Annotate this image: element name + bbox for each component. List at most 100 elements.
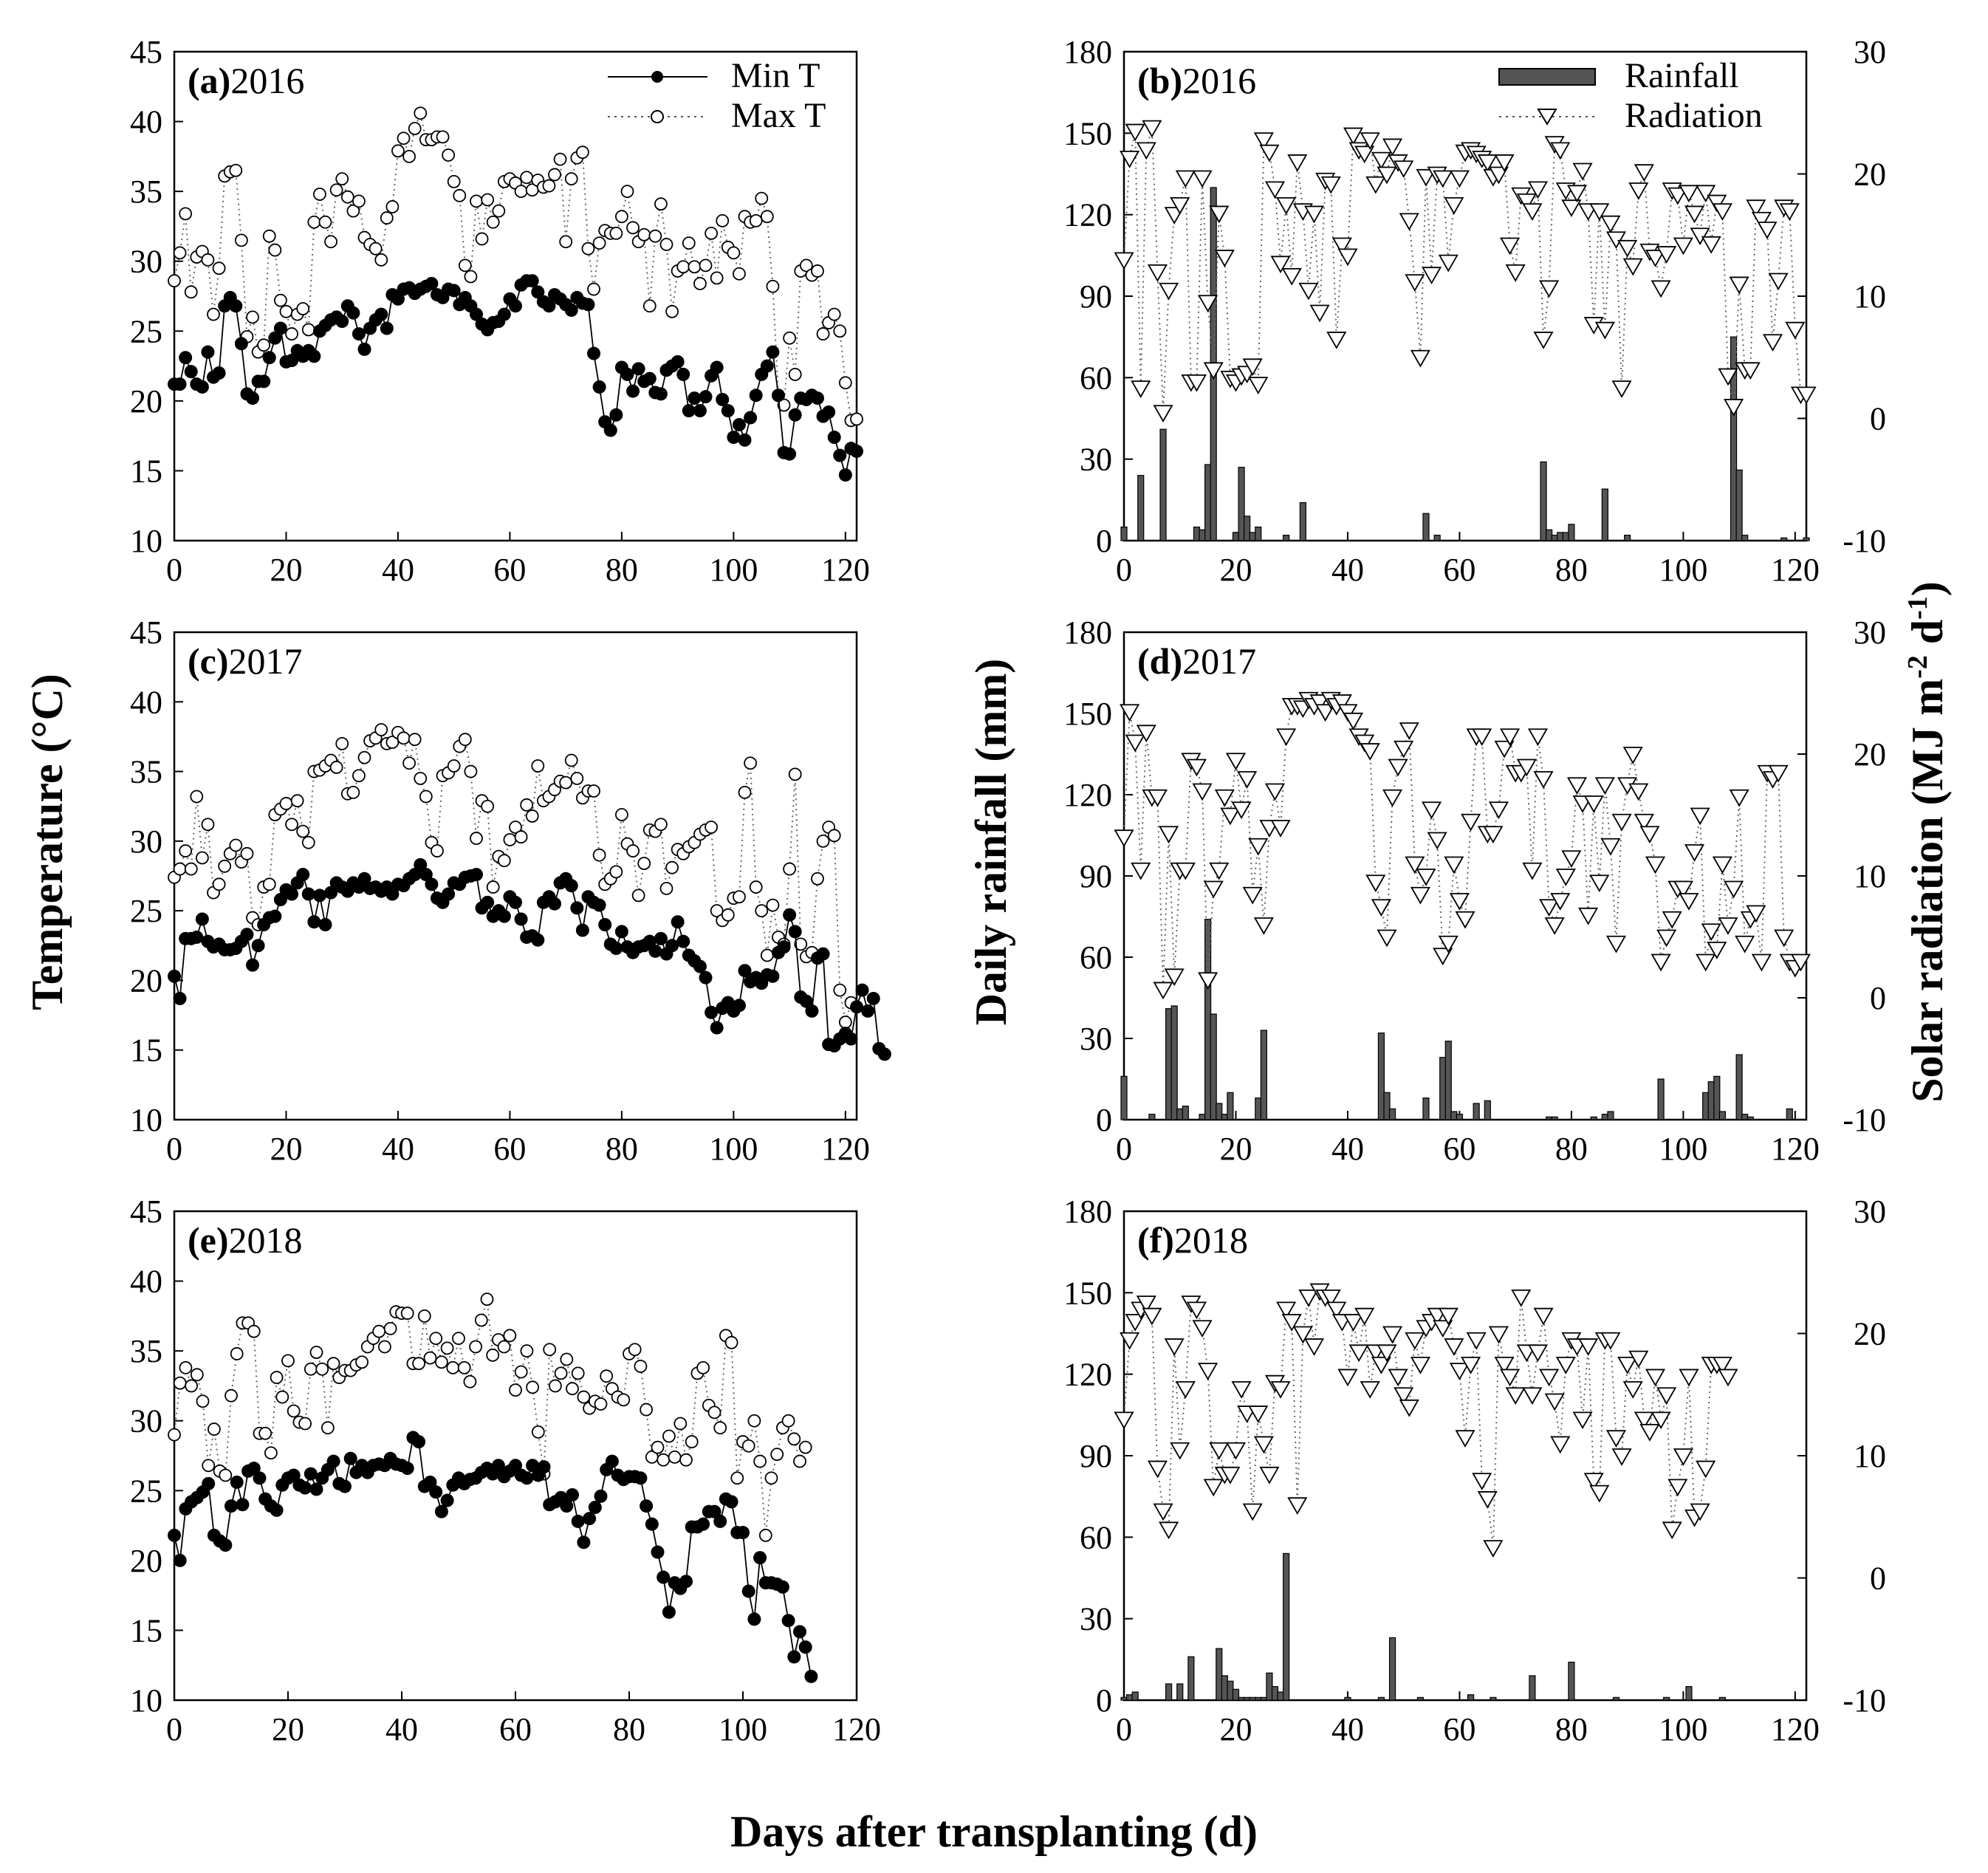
x-tick-label: 100 bbox=[1659, 1131, 1707, 1167]
rainfall-bar bbox=[1260, 1030, 1267, 1120]
max-t-point bbox=[385, 736, 400, 749]
radiation-point bbox=[1494, 154, 1515, 172]
min-t-point bbox=[707, 1504, 721, 1518]
min-t-point bbox=[657, 1570, 671, 1584]
max-t-point bbox=[296, 302, 310, 315]
radiation-point bbox=[1488, 801, 1509, 820]
max-t-point bbox=[207, 1422, 221, 1436]
rainfall-bar bbox=[1713, 1075, 1721, 1120]
radiation-point bbox=[1611, 813, 1632, 832]
y-tick-label: 10 bbox=[130, 523, 162, 559]
radiation-point bbox=[1360, 743, 1380, 761]
min-t-point bbox=[374, 307, 388, 321]
radiation-point bbox=[1198, 295, 1218, 313]
y-axis-title-radiation-part: ) bbox=[1903, 581, 1952, 596]
x-tick-label: 20 bbox=[1219, 1711, 1252, 1747]
min-t-point bbox=[447, 284, 461, 298]
max-t-point bbox=[436, 130, 450, 144]
max-t-point bbox=[190, 1368, 204, 1382]
radiation-point bbox=[1433, 1320, 1453, 1338]
max-t-point bbox=[307, 215, 321, 229]
x-tick-label: 60 bbox=[1443, 552, 1475, 588]
radiation-point bbox=[1209, 205, 1230, 224]
radiation-point bbox=[1735, 935, 1755, 953]
rainfall-bar bbox=[1624, 535, 1631, 541]
radiation-point bbox=[1444, 196, 1464, 215]
min-t-point bbox=[542, 299, 556, 313]
radiation-point bbox=[1555, 869, 1576, 886]
radiation-point bbox=[1723, 880, 1744, 899]
panel-year: 2017 bbox=[1182, 640, 1256, 682]
y-tick-label: 180 bbox=[1063, 34, 1112, 70]
rainfall-bar bbox=[1204, 464, 1212, 541]
rainfall-bar bbox=[1707, 1081, 1715, 1120]
radiation-point bbox=[1774, 929, 1795, 948]
radiation-point bbox=[1611, 380, 1632, 398]
radiation-point bbox=[1198, 1363, 1218, 1380]
max-t-point bbox=[657, 1453, 671, 1467]
radiation-point bbox=[1309, 694, 1330, 712]
max-t-point bbox=[553, 152, 567, 166]
min-t-point bbox=[877, 1047, 891, 1061]
max-t-point bbox=[760, 948, 774, 962]
radiation-point bbox=[1159, 1521, 1179, 1540]
max-t-point bbox=[402, 149, 416, 163]
max-t-point bbox=[179, 844, 193, 857]
min-t-point bbox=[246, 958, 260, 972]
min-t-point bbox=[816, 947, 830, 961]
max-t-point bbox=[184, 285, 198, 299]
radiation-point bbox=[1768, 764, 1789, 783]
radiation-point bbox=[1707, 942, 1727, 959]
radiation-point bbox=[1522, 203, 1543, 221]
rainfall-bar bbox=[1388, 1637, 1396, 1701]
radiation-point bbox=[1348, 1344, 1369, 1363]
min-t-point bbox=[588, 1500, 602, 1514]
min-t-point bbox=[760, 359, 774, 373]
x-tick-label: 60 bbox=[493, 552, 526, 588]
min-t-point bbox=[202, 1476, 216, 1490]
max-t-point bbox=[559, 775, 573, 790]
radiation-point bbox=[1114, 1411, 1134, 1430]
radiation-point bbox=[1488, 1326, 1509, 1344]
max-t-point bbox=[179, 1360, 193, 1374]
radiation-point bbox=[1136, 142, 1156, 160]
min-t-point bbox=[268, 909, 282, 923]
radiation-point bbox=[1527, 181, 1549, 199]
y-right-tick-label: 10 bbox=[1854, 278, 1886, 315]
radiation-point bbox=[1203, 880, 1224, 899]
rainfall-bar bbox=[1182, 1106, 1189, 1120]
y-tick-label: 30 bbox=[130, 1403, 162, 1439]
min-t-point bbox=[716, 392, 730, 406]
max-t-point bbox=[202, 1459, 216, 1473]
y-tick-label: 150 bbox=[1063, 115, 1112, 151]
max-t-point bbox=[766, 279, 780, 293]
panel-label: (b)2016 bbox=[1137, 60, 1256, 101]
y-tick-label: 15 bbox=[130, 1612, 162, 1648]
max-t-point bbox=[315, 1362, 329, 1376]
panel-label: (e)2018 bbox=[188, 1219, 303, 1261]
y-tick-label: 35 bbox=[130, 1333, 162, 1369]
max-t-point bbox=[741, 1439, 755, 1453]
radiation-point bbox=[1729, 789, 1749, 807]
min-t-point bbox=[469, 868, 483, 882]
min-t-point bbox=[587, 346, 601, 360]
min-t-point bbox=[304, 1467, 318, 1481]
max-t-point bbox=[707, 1405, 721, 1420]
radiation-point bbox=[1500, 1369, 1521, 1387]
max-t-point bbox=[509, 821, 522, 834]
max-t-point bbox=[464, 764, 478, 778]
legend-max-marker bbox=[651, 110, 664, 123]
max-t-point bbox=[838, 376, 852, 390]
max-t-point bbox=[458, 258, 472, 273]
min-t-point bbox=[747, 1612, 761, 1626]
min-t-point bbox=[861, 1004, 875, 1018]
min-t-point bbox=[642, 371, 657, 386]
radiation-point bbox=[1186, 759, 1207, 777]
min-t-point bbox=[605, 1454, 619, 1468]
radiation-point bbox=[1164, 968, 1185, 987]
radiation-point bbox=[1527, 1344, 1549, 1363]
y-right-tick-label: 30 bbox=[1854, 34, 1886, 70]
max-t-point bbox=[637, 857, 651, 870]
min-t-point bbox=[850, 444, 863, 458]
max-t-point bbox=[781, 1414, 795, 1428]
